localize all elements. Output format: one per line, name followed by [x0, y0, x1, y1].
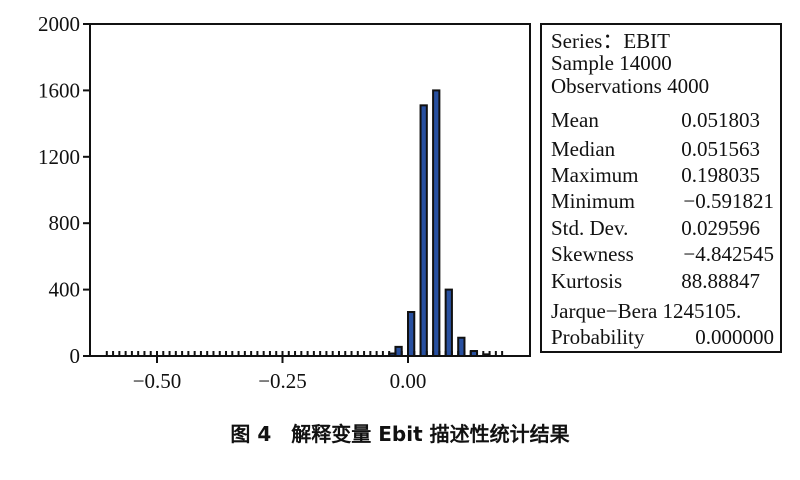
stats-row-value: 0.051803: [681, 108, 760, 132]
stats-row-label: Skewness: [551, 242, 634, 266]
histogram-bar: [432, 89, 441, 358]
histogram-bars: [388, 89, 491, 358]
stats-panel: Series：EBIT Sample 14000 Observations 40…: [551, 29, 774, 349]
stats-row-value: 88.88847: [681, 269, 760, 293]
stats-box: [540, 23, 782, 353]
stats-observations: Observations 4000: [551, 74, 709, 98]
stats-probability-label: Probability: [551, 325, 645, 349]
stats-probability-value: 0.000000: [695, 325, 774, 349]
histogram-bar: [457, 336, 466, 357]
plot-frame: [89, 23, 531, 357]
stats-row-label: Mean: [551, 108, 599, 132]
y-tick-label: 1600: [38, 78, 80, 102]
x-tick-label: −0.25: [258, 369, 307, 393]
stats-row-label: Kurtosis: [551, 269, 622, 293]
stats-jarque-bera: Jarque−Bera 1245105.: [551, 299, 741, 323]
stats-row-value: −0.591821: [683, 189, 774, 213]
stats-row-value: 0.051563: [681, 137, 760, 161]
stats-row-value: −4.842545: [683, 242, 774, 266]
stats-row-label: Std. Dev.: [551, 216, 628, 240]
figure-caption: 图 4 解释变量 Ebit 描述性统计结果: [230, 422, 570, 446]
y-tick-label: 800: [49, 211, 81, 235]
histogram-figure: −0.50 −0.25 0.00 0 400 800 1200 1600 2000 Serie…: [38, 12, 782, 393]
stats-row-label: Maximum: [551, 163, 639, 187]
x-axis-ticks: −0.50 −0.25 0.00: [133, 356, 427, 393]
y-tick-label: 2000: [38, 12, 80, 36]
x-minor-ticks: [105, 351, 504, 356]
y-axis-ticks: 0 400 800 1200 1600 2000: [38, 12, 90, 368]
y-tick-label: 0: [70, 344, 81, 368]
histogram-bar: [419, 104, 428, 357]
stats-series: Series：EBIT: [551, 29, 670, 53]
x-tick-label: 0.00: [390, 369, 427, 393]
histogram-bar: [444, 288, 453, 358]
stats-sample: Sample 14000: [551, 51, 672, 75]
y-tick-label: 1200: [38, 145, 80, 169]
stats-row-value: 0.029596: [681, 216, 760, 240]
x-tick-label: −0.50: [133, 369, 182, 393]
y-tick-label: 400: [49, 278, 81, 302]
stats-row-label: Median: [551, 137, 616, 161]
histogram-bar: [407, 311, 416, 358]
stats-row-label: Minimum: [551, 189, 635, 213]
stats-row-value: 0.198035: [681, 163, 760, 187]
